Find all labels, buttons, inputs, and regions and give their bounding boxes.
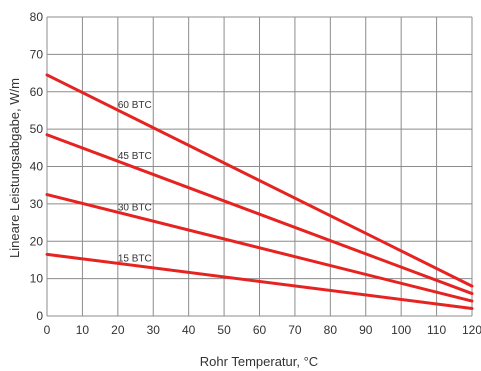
- x-tick-label: 60: [253, 323, 267, 337]
- grid: [46, 16, 473, 317]
- y-tick-label: 40: [30, 160, 44, 174]
- y-tick-label: 60: [30, 85, 44, 99]
- y-axis-title: Lineare Leistungsabgabe, W/m: [7, 78, 22, 258]
- series-label: 15 BTC: [118, 253, 152, 264]
- x-tick-label: 110: [427, 323, 446, 337]
- x-tick-label: 50: [217, 323, 231, 337]
- series-lines: [45, 73, 474, 311]
- x-axis-title: Rohr Temperatur, °C: [200, 354, 318, 369]
- y-tick-label: 80: [30, 10, 44, 24]
- y-tick-label: 20: [30, 234, 44, 248]
- x-tick-label: 80: [324, 323, 338, 337]
- series-label: 30 BTC: [118, 202, 152, 213]
- y-axis-ticks: 0 10 20 30 40 50 60 70 80: [30, 10, 44, 323]
- series-line-30-btc: [45, 193, 474, 303]
- x-tick-label: 20: [111, 323, 125, 337]
- y-tick-label: 10: [30, 272, 44, 286]
- series-line-15-btc: [45, 252, 474, 311]
- x-tick-label: 10: [76, 323, 90, 337]
- y-tick-label: 0: [36, 309, 43, 323]
- x-tick-label: 120: [462, 323, 481, 337]
- x-tick-label: 40: [182, 323, 196, 337]
- y-tick-label: 30: [30, 197, 44, 211]
- y-tick-label: 70: [30, 47, 44, 61]
- series-label: 45 BTC: [118, 151, 152, 162]
- series-label: 60 BTC: [118, 100, 152, 111]
- y-tick-label: 50: [30, 122, 44, 136]
- series-line-60-btc: [45, 73, 474, 288]
- x-tick-label: 30: [147, 323, 161, 337]
- series-line-45-btc: [45, 133, 474, 296]
- x-tick-label: 90: [359, 323, 373, 337]
- x-tick-label: 70: [288, 323, 302, 337]
- series-labels: 60 BTC 45 BTC 30 BTC 15 BTC: [118, 100, 152, 264]
- x-axis-ticks: 0 10 20 30 40 50 60 70 80 90 100 110 120: [44, 323, 481, 337]
- x-tick-label: 0: [44, 323, 51, 337]
- x-tick-label: 100: [391, 323, 411, 337]
